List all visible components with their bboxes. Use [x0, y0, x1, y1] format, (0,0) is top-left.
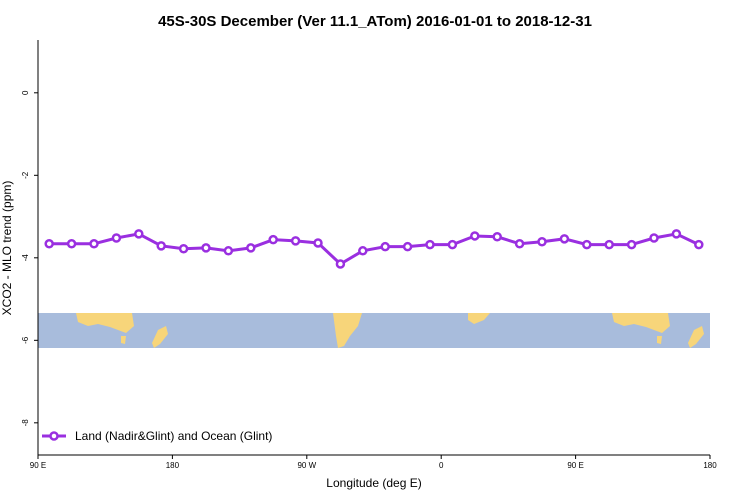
data-point — [290, 236, 301, 246]
x-tick-label: 90 E — [567, 461, 583, 470]
data-point — [559, 234, 570, 244]
y-tick-label: -8 — [21, 419, 30, 427]
data-point — [246, 243, 256, 253]
y-tick-label: -2 — [21, 171, 30, 179]
legend-label: Land (Nadir&Glint) and Ocean (Glint) — [75, 429, 272, 443]
series-line — [49, 232, 700, 266]
data-point — [335, 259, 346, 269]
data-point — [582, 239, 592, 250]
data-point — [649, 233, 659, 243]
data-point — [425, 239, 435, 250]
data-point — [470, 231, 480, 241]
data-point — [358, 246, 368, 256]
data-point — [537, 236, 547, 247]
y-axis-label: XCO2 - MLO trend (ppm) — [0, 181, 14, 316]
x-axis-label: Longitude (deg E) — [326, 476, 421, 490]
x-tick-label: 180 — [703, 461, 717, 470]
data-point — [671, 229, 682, 239]
y-tick-label: -4 — [21, 254, 30, 262]
data-point — [178, 243, 189, 254]
y-tick-label: 0 — [21, 90, 30, 95]
data-point — [626, 239, 637, 250]
legend-marker — [49, 431, 59, 441]
data-point — [111, 233, 122, 243]
chart-title: 45S-30S December (Ver 11.1_ATom) 2016-01… — [158, 13, 592, 30]
x-tick-label: 90 W — [297, 461, 316, 470]
data-point — [134, 229, 144, 239]
data-point — [694, 239, 704, 250]
legend: Land (Nadir&Glint) and Ocean (Glint) — [42, 429, 272, 443]
data-point — [514, 239, 525, 249]
data-point — [492, 232, 502, 242]
data-point — [44, 239, 54, 249]
data-point — [380, 241, 390, 252]
x-tick-label: 0 — [439, 461, 444, 470]
data-point — [313, 238, 323, 248]
data-point — [156, 241, 166, 251]
data-point — [604, 239, 614, 250]
map-strip — [38, 313, 710, 348]
y-tick-label: -6 — [21, 336, 30, 344]
data-point — [223, 246, 234, 256]
data-point — [66, 239, 77, 249]
data-point — [201, 243, 211, 253]
data-point — [268, 234, 278, 245]
data-point — [447, 239, 458, 250]
data-point — [402, 241, 413, 252]
x-tick-label: 180 — [166, 461, 180, 470]
data-point — [89, 239, 99, 249]
x-tick-label: 90 E — [30, 461, 46, 470]
